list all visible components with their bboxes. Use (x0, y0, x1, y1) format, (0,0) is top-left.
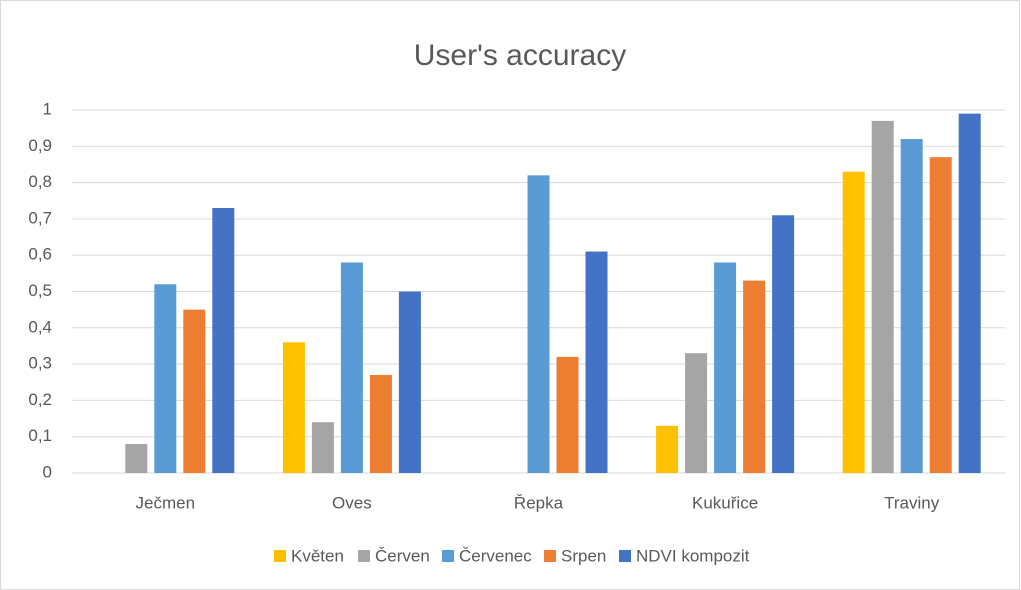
chart-title: User's accuracy (414, 39, 626, 72)
y-tick-label: 0,3 (28, 354, 52, 373)
legend-label: Srpen (561, 546, 606, 565)
y-tick-label: 0,7 (28, 208, 52, 227)
bar (929, 157, 952, 473)
y-tick-label: 0 (43, 462, 52, 481)
bar (340, 262, 363, 473)
bar (125, 443, 148, 473)
bar (656, 425, 679, 473)
bar (685, 353, 708, 473)
bar (958, 113, 981, 473)
bar (282, 342, 305, 473)
bar (714, 262, 737, 473)
y-tick-label: 0,5 (28, 281, 52, 300)
x-tick-label: Oves (332, 493, 372, 512)
legend-swatch (544, 550, 556, 562)
bar (527, 175, 550, 473)
bar (212, 208, 235, 473)
bar (900, 139, 923, 474)
y-tick-label: 0,9 (28, 136, 52, 155)
y-tick-label: 0,8 (28, 172, 52, 191)
bar (311, 422, 334, 473)
bar (556, 356, 579, 473)
bar (154, 284, 177, 473)
bar (398, 291, 421, 473)
y-tick-label: 0,2 (28, 390, 52, 409)
x-tick-label: Řepka (514, 493, 564, 512)
legend-swatch (358, 550, 370, 562)
x-tick-label: Kukuřice (692, 493, 758, 512)
bar (772, 215, 795, 473)
bar (743, 280, 766, 473)
x-tick-label: Ječmen (136, 493, 196, 512)
bar (585, 251, 608, 473)
bar (871, 120, 894, 473)
bar (842, 171, 865, 473)
y-tick-label: 0,6 (28, 245, 52, 264)
legend-label: Květen (291, 546, 344, 565)
legend-label: Červen (375, 546, 430, 565)
legend-swatch (274, 550, 286, 562)
x-tick-label: Traviny (884, 493, 940, 512)
y-tick-label: 0,1 (28, 426, 52, 445)
legend-swatch (619, 550, 631, 562)
bar (183, 309, 206, 473)
y-tick-label: 1 (43, 99, 52, 118)
legend-label: Červenec (459, 546, 532, 565)
y-tick-label: 0,4 (28, 317, 52, 336)
legend-swatch (442, 550, 454, 562)
bar (369, 374, 392, 473)
legend-label: NDVI kompozit (636, 546, 750, 565)
